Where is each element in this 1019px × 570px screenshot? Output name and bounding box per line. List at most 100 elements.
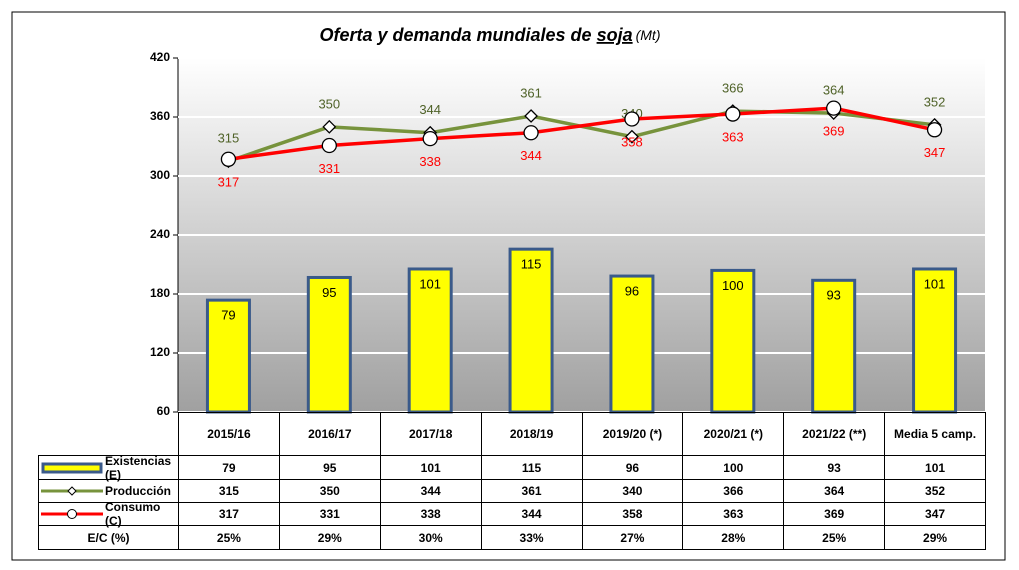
legend-text: Consumo (C) [105,500,161,528]
bar [609,274,655,414]
data-label: 338 [419,154,441,169]
legend-symbol [41,462,103,473]
y-tick-label: 420 [150,50,170,64]
table-value: 347 [884,502,986,526]
data-label: 366 [722,81,744,96]
table-value-text: 95 [323,460,337,475]
point [523,125,539,141]
table-value: 30% [379,525,482,550]
column-header-text: 2016/17 [308,427,352,441]
y-tick-label: 180 [150,286,170,300]
data-label: 344 [419,102,441,117]
column-header: 2018/19 [480,412,583,456]
data-label: 364 [823,83,845,98]
table-value-text: 25% [216,530,241,545]
data-label: 347 [924,145,946,160]
data-label: 369 [823,124,845,139]
bar-label: 96 [625,284,639,299]
point [725,106,741,122]
bar [710,268,756,414]
data-label: 352 [924,94,946,109]
table-value-text: 101 [420,460,441,475]
table-value-text: 27% [620,530,645,545]
column-header-text: 2020/21 (*) [703,427,763,441]
table-value: 315 [178,479,280,503]
table-value-text: 30% [418,530,443,545]
table-value: 115 [480,455,583,480]
point [422,130,438,147]
data-label: 331 [318,161,340,176]
table-value-text: 315 [218,484,239,498]
table-value-text: 33% [519,530,544,545]
point [926,122,943,138]
column-header: Media 5 camp. [884,412,986,456]
column-header-text: 2017/18 [408,427,453,441]
table-value-text: 347 [925,507,946,521]
table-value-text: 366 [723,484,744,498]
table-value: 369 [783,502,886,526]
bar-label: 79 [221,308,235,323]
bar-label: 101 [924,276,946,291]
column-header-text: 2015/16 [207,427,251,441]
bar [912,267,958,414]
table-value: 25% [783,525,886,550]
table-value: 27% [581,525,684,550]
table-value: 29% [278,525,381,550]
row-header: E/C (%) [38,525,179,550]
title-main: Oferta y demanda mundiales de [319,25,596,45]
chart-title: Oferta y demanda mundiales de soja (Mt) [319,25,660,45]
table-value-text: 331 [319,507,340,521]
bar-label: 115 [521,257,542,272]
table-value-text: 350 [319,484,340,498]
bar-label: 100 [722,278,744,293]
legend-marker [67,486,77,496]
legend-text: Existencias (E) [105,453,172,482]
bar [205,298,251,414]
table-value: 358 [581,502,684,526]
column-header: 2016/17 [278,412,381,456]
column-header-text: 2018/19 [509,427,554,441]
legend-symbol [41,509,103,519]
bar [407,267,453,414]
data-label: 363 [722,129,744,144]
table-value-text: 338 [420,507,441,521]
column-header: 2017/18 [379,412,482,456]
table-value: 93 [783,455,886,480]
column-header: 2021/22 (**) [783,412,886,456]
table-value-text: 352 [925,484,946,498]
bar-label: 93 [826,288,840,303]
table-value: 352 [884,479,986,503]
table-value-text: 79 [222,460,236,475]
table-value: 344 [480,502,583,526]
table-value-text: 100 [723,460,744,475]
legend-cell: Consumo (C) [38,500,179,528]
title-emphasis: soja [597,25,633,45]
column-header: 2015/16 [178,412,280,456]
bar-label: 101 [419,276,441,291]
table-value: 350 [278,479,381,503]
bar [306,275,352,414]
table-value: 340 [581,479,684,503]
table-value: 361 [480,479,583,503]
table-value: 33% [480,525,583,550]
point [524,109,538,123]
point [826,100,842,116]
y-tick-label: 240 [150,227,170,241]
table-value-text: 344 [521,507,542,521]
table-value-text: 29% [317,530,342,545]
table-value: 100 [682,455,785,480]
table-value-text: 101 [925,460,946,475]
column-header: 2020/21 (*) [682,412,785,456]
table-value: 363 [682,502,785,526]
table-value-text: 358 [622,507,643,521]
title-unit: (Mt) [636,27,661,43]
table-value: 338 [379,502,482,526]
data-label: 350 [318,96,340,111]
data-label: 361 [520,85,542,100]
table-value: 79 [178,455,280,480]
table-value-text: 96 [625,460,640,475]
table-value-text: 369 [824,507,845,521]
legend-bar [41,462,103,473]
column-header: 2019/20 (*) [581,412,684,456]
row-header-text: E/C (%) [87,530,130,545]
